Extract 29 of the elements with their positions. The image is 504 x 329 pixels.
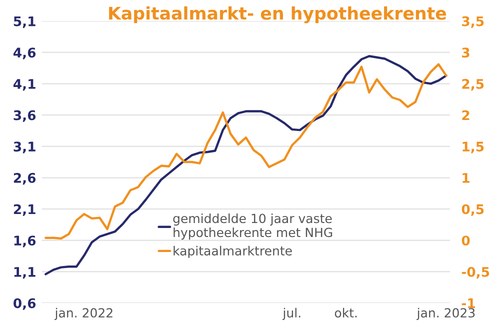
y2-tick-label: 2,5	[462, 78, 484, 91]
y-tick-label: 4,1	[13, 79, 36, 91]
line-series	[44, 63, 448, 240]
y-tick-label: 1,1	[14, 267, 36, 279]
legend-label: kapitaalmarktrente	[174, 246, 292, 258]
x-tick-label: jul.	[282, 308, 300, 320]
y-tick-label: 3,6	[14, 110, 36, 122]
y-tick-label: 5,1	[14, 16, 36, 28]
y2-tick-label: 2	[462, 110, 470, 120]
y-tick-label: 0,6	[14, 298, 36, 310]
x-tick-label: okt.	[334, 308, 357, 318]
chart-title: Kapitaalmarkt- en hypotheekrente	[109, 6, 446, 24]
y2-tick-label: 0,5	[462, 204, 484, 216]
y2-tick-label: -1	[462, 298, 475, 308]
y2-tick-label: 3,5	[462, 16, 484, 28]
y2-tick-label: 1,5	[462, 142, 484, 154]
y-tick-label: 2,1	[14, 204, 36, 216]
y-tick-label: 2,6	[14, 172, 36, 185]
y2-tick-label: 3	[462, 48, 470, 58]
x-tick-label: jan. 2022	[54, 308, 112, 320]
x-tick-label: jan. 2023	[416, 308, 475, 320]
y-tick-label: 3,1	[14, 142, 36, 154]
y2-tick-label: 0	[462, 236, 470, 246]
line-series	[44, 55, 448, 276]
y-tick-label: 1,6	[14, 236, 36, 248]
legend-label: gemiddelde 10 jaar vaste hypotheekrente met NHG	[173, 213, 332, 240]
y2-tick-label: -0,5	[462, 266, 490, 279]
y2-tick-label: 1	[462, 173, 470, 183]
y-tick-label: 4,6	[13, 48, 36, 60]
